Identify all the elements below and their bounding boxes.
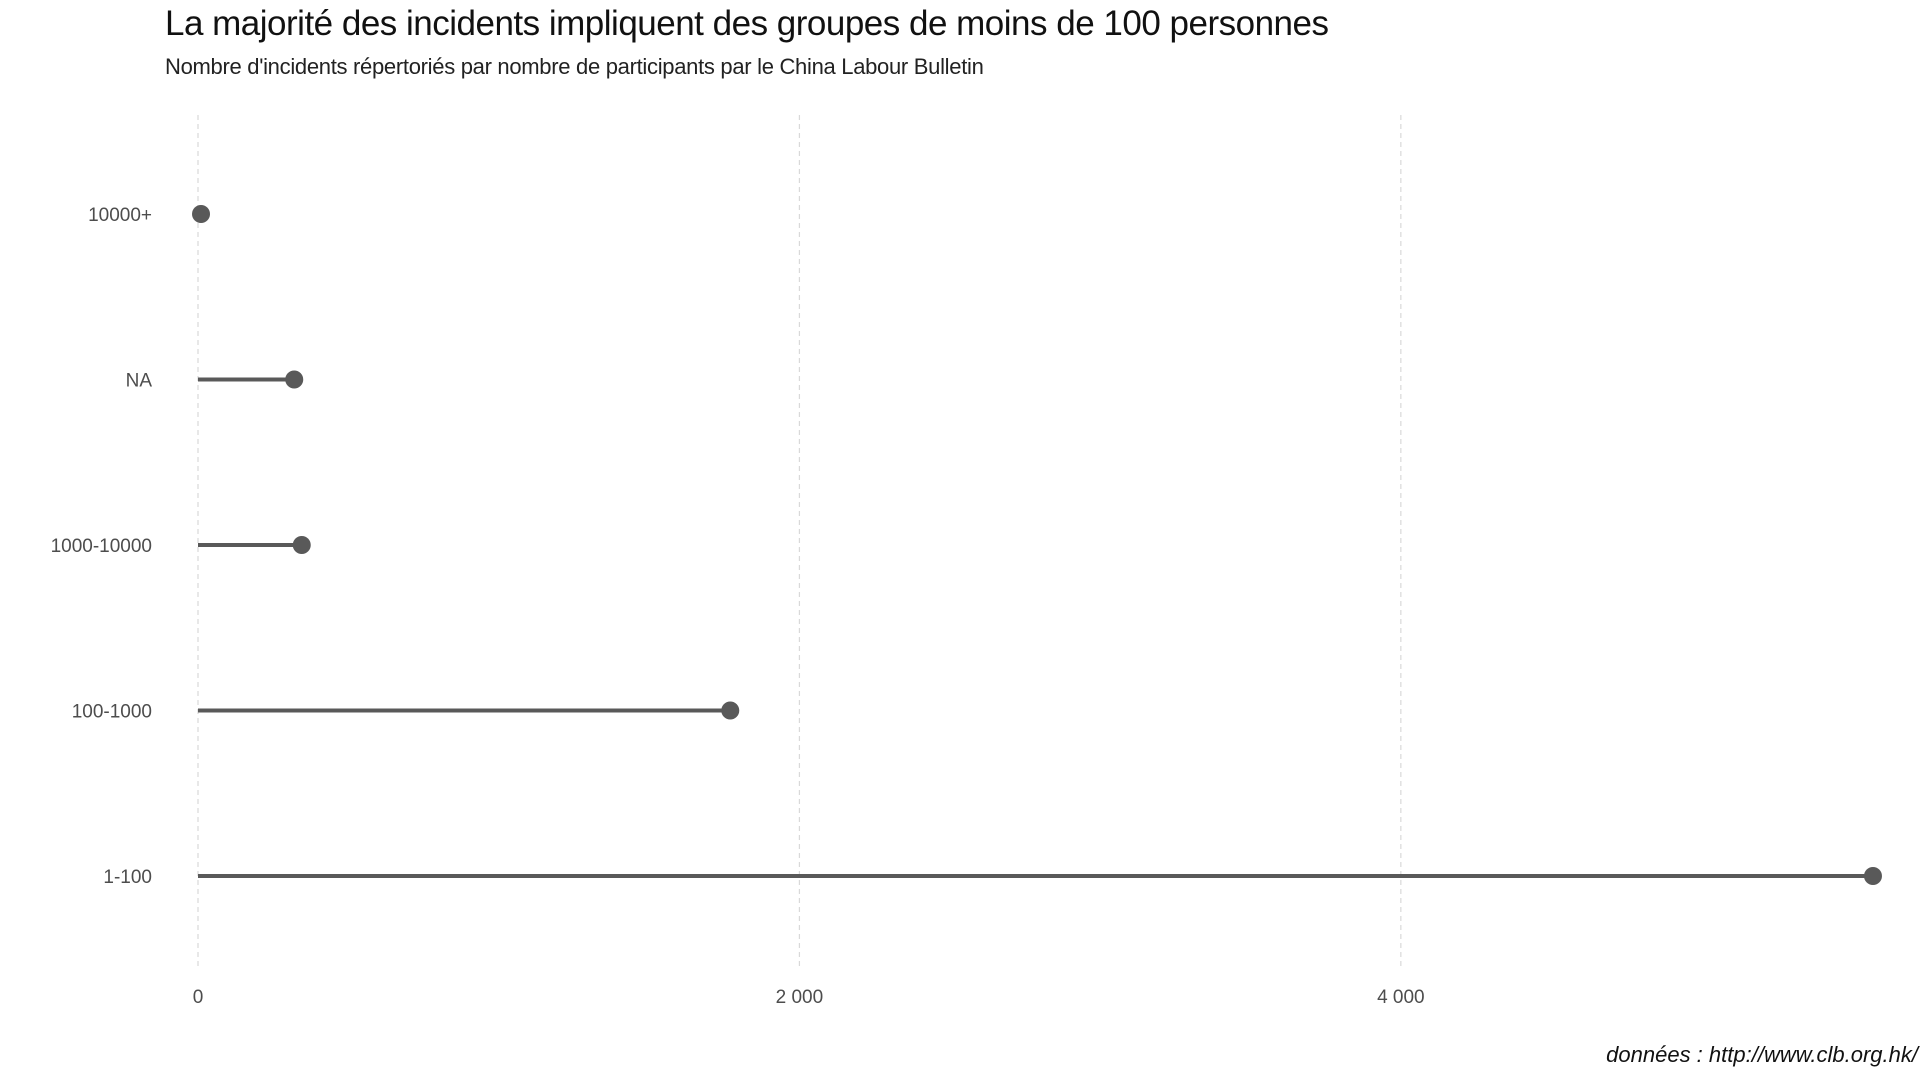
x-tick-label: 4 000: [1377, 987, 1425, 1008]
y-tick-label: 10000+: [88, 205, 152, 226]
y-tick-label: 1-100: [103, 867, 152, 888]
chart-subtitle: Nombre d'incidents répertoriés par nombr…: [165, 54, 984, 79]
x-tick-label: 0: [193, 987, 204, 1008]
lollipop-marks: [192, 205, 1882, 885]
x-axis-ticks: 0 2 000 4 000: [193, 987, 1425, 1008]
lollipop-point: [1863, 867, 1882, 885]
lollipop-point: [285, 370, 304, 389]
y-tick-label: NA: [126, 371, 153, 392]
chart-caption: données : http://www.clb.org.hk/: [1606, 1042, 1918, 1067]
chart-title: La majorité des incidents impliquent des…: [165, 4, 1329, 43]
x-tick-label: 2 000: [776, 987, 824, 1008]
lollipop-point: [721, 701, 740, 720]
y-tick-label: 100-1000: [72, 702, 152, 723]
lollipop-point: [292, 536, 311, 554]
y-axis-ticks: 10000+ NA 1000-10000 100-1000 1-100: [51, 205, 153, 888]
y-tick-label: 1000-10000: [51, 536, 152, 557]
lollipop-point: [192, 205, 211, 223]
grid-lines: [197, 115, 1402, 970]
